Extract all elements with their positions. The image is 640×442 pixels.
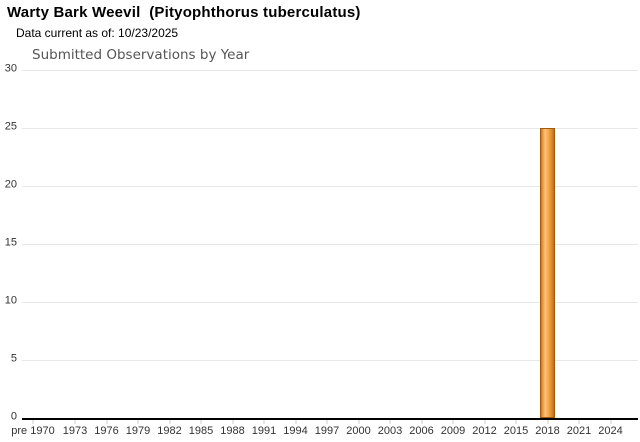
x-axis-tick (421, 420, 422, 424)
page-title: Warty Bark Weevil (Pityophthorus tubercu… (7, 4, 361, 21)
x-axis-tick-label: 2018 (535, 425, 560, 437)
x-axis-tick-label: 1994 (283, 425, 308, 437)
x-axis-tick (263, 420, 265, 424)
gridline-y-25 (22, 127, 638, 129)
x-axis-tick (578, 420, 580, 424)
x-axis-tick-label: 1973 (62, 425, 88, 437)
gridline-y-5 (22, 359, 638, 361)
x-axis-tick (169, 420, 170, 424)
gridline-y-20 (22, 185, 638, 187)
y-axis-tick-label: 15 (4, 236, 17, 249)
x-axis-tick-label: 1982 (157, 425, 182, 437)
x-axis-tick (452, 420, 454, 424)
x-axis-tick-label: 2024 (598, 425, 623, 437)
x-axis-tick (547, 420, 548, 424)
x-axis-tick (106, 420, 107, 424)
x-axis-tick (515, 420, 517, 424)
y-axis-tick-label: 5 (10, 352, 17, 365)
x-axis-tick-label: 2015 (503, 425, 529, 437)
x-axis-tick-label: 1997 (314, 425, 340, 437)
x-axis-tick (295, 420, 296, 424)
x-axis-tick-label: 2006 (409, 425, 434, 437)
x-axis-tick (610, 420, 611, 424)
y-axis-tick-label: 0 (10, 410, 17, 423)
gridline-y-10 (22, 301, 638, 303)
x-axis-tick-label: 1979 (125, 425, 151, 437)
x-axis-tick-label: 2000 (346, 425, 371, 437)
x-axis-tick-label: 1976 (94, 425, 119, 437)
x-axis-tick (32, 420, 34, 424)
x-axis-tick (137, 420, 139, 424)
y-axis-tick-label: 10 (4, 294, 17, 307)
y-axis-tick-label: 30 (4, 62, 17, 75)
x-axis-tick-label: pre 1970 (11, 425, 55, 437)
x-axis-tick-label: 2009 (440, 425, 466, 437)
x-axis-tick (74, 420, 76, 424)
bar-2018[interactable] (540, 128, 555, 418)
x-axis-tick (200, 420, 202, 424)
x-axis-tick (389, 420, 391, 424)
x-axis-tick (358, 420, 359, 424)
chart-title: Submitted Observations by Year (32, 47, 250, 63)
x-axis-tick (326, 420, 328, 424)
plot-area: 0 5 10 15 20 25 30 pre 1970 1973 1976 1979 1982 1985… (5, 63, 638, 437)
y-axis-tick-label: 20 (4, 178, 17, 191)
x-axis-tick-label: 1985 (188, 425, 214, 437)
x-axis-tick (484, 420, 485, 424)
gridline-y-30 (22, 69, 638, 71)
data-current-note: Data current as of: 10/23/2025 (16, 26, 179, 40)
x-axis-tick-label: 1991 (251, 425, 277, 437)
gridline-y-15 (22, 243, 638, 245)
x-axis-tick-label: 2003 (377, 425, 403, 437)
x-axis-tick-label: 2021 (566, 425, 592, 437)
x-axis-tick-label: 2012 (472, 425, 497, 437)
x-axis-tick-label: 1988 (220, 425, 245, 437)
x-axis-tick (232, 420, 233, 424)
y-axis-tick-label: 25 (4, 120, 17, 133)
